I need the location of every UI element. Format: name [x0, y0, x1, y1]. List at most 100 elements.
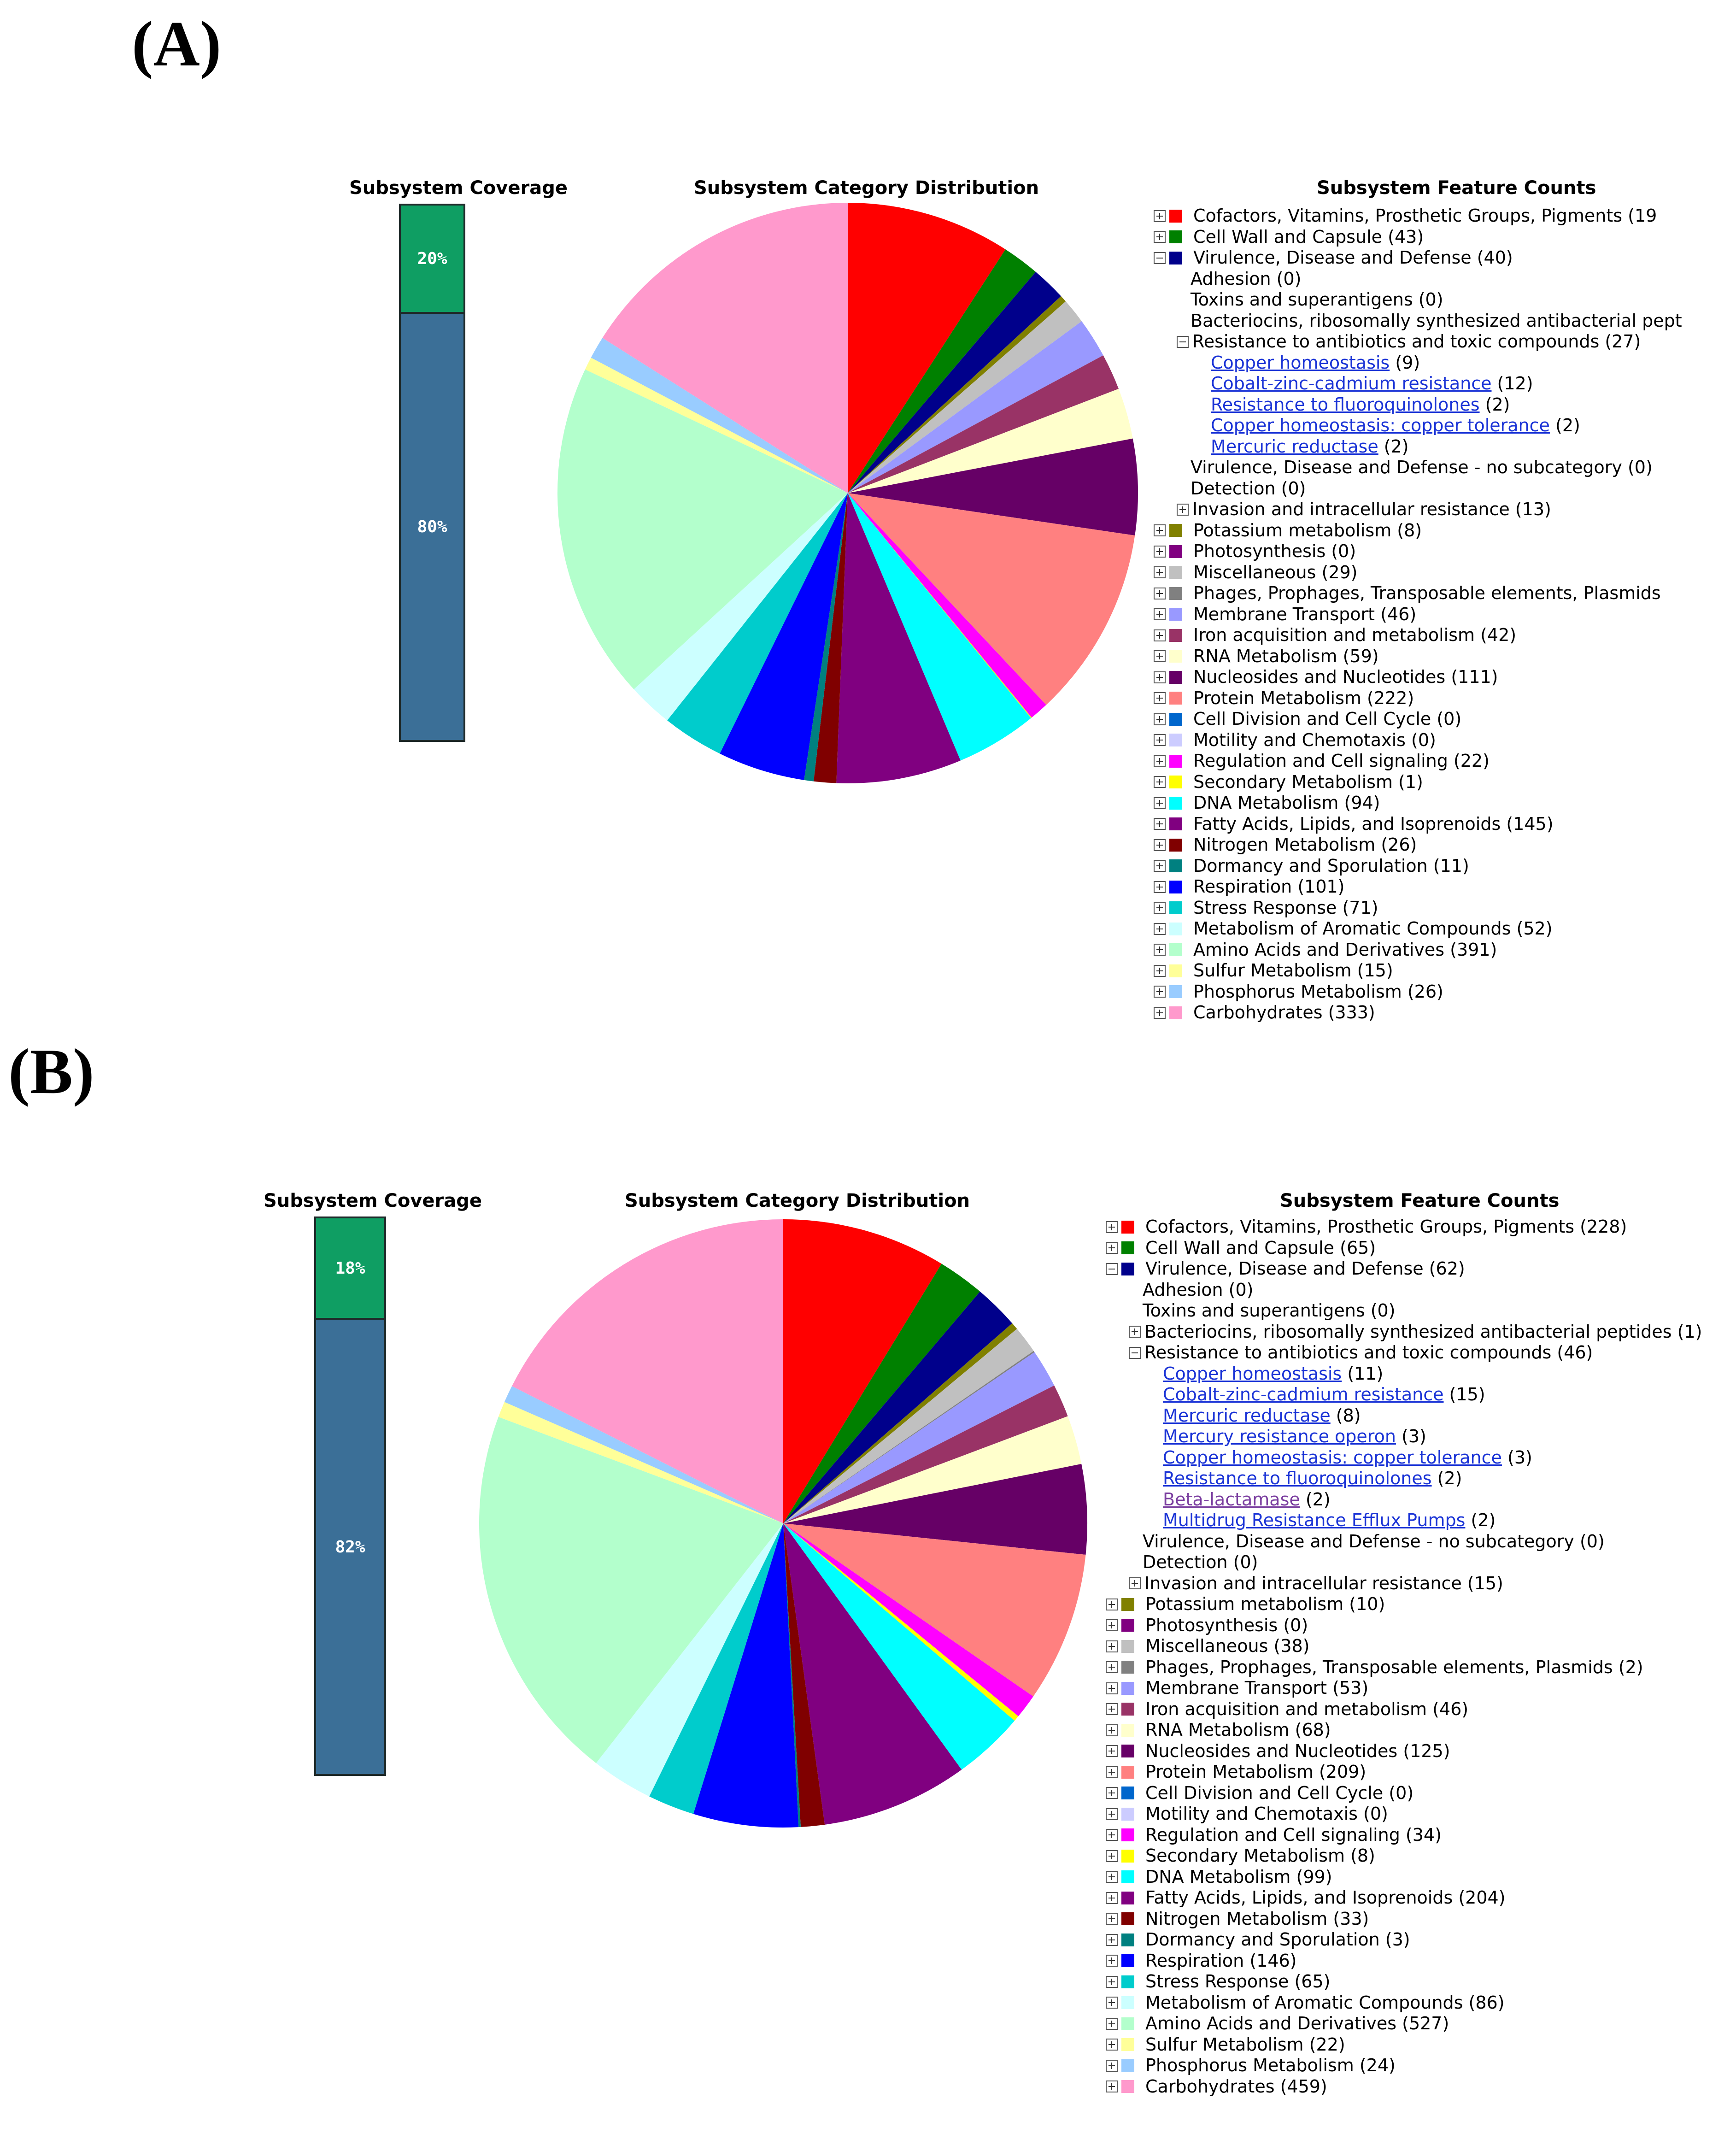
- pie-slice-virulence-disease-and-defense[interactable]: [783, 1291, 1012, 1523]
- expand-icon[interactable]: [1106, 1724, 1118, 1736]
- pie-slice-miscellaneous[interactable]: [783, 1328, 1034, 1523]
- expand-icon[interactable]: [1154, 860, 1166, 872]
- tree-category[interactable]: Nitrogen Metabolism (33): [1106, 1909, 1702, 1930]
- expand-icon[interactable]: [1106, 1745, 1118, 1757]
- expand-icon[interactable]: [1154, 650, 1166, 663]
- tree-category[interactable]: Cofactors, Vitamins, Prosthetic Groups, …: [1154, 206, 1682, 227]
- expand-icon[interactable]: [1154, 734, 1166, 746]
- tree-category[interactable]: Miscellaneous (38): [1106, 1636, 1702, 1657]
- tree-category[interactable]: Cell Division and Cell Cycle (0): [1106, 1783, 1702, 1804]
- tree-category[interactable]: Nitrogen Metabolism (26): [1154, 835, 1682, 856]
- expand-icon[interactable]: [1106, 1892, 1118, 1904]
- collapse-icon[interactable]: [1154, 252, 1166, 264]
- pie-slice-amino-acids-and-derivatives[interactable]: [557, 369, 848, 689]
- tree-category[interactable]: Stress Response (65): [1106, 1971, 1702, 1992]
- tree-category[interactable]: Fatty Acids, Lipids, and Isoprenoids (20…: [1106, 1887, 1702, 1909]
- tree-category[interactable]: Motility and Chemotaxis (0): [1106, 1804, 1702, 1825]
- tree-subcategory[interactable]: Resistance to antibiotics and toxic comp…: [1154, 331, 1682, 353]
- tree-category[interactable]: Photosynthesis (0): [1106, 1615, 1702, 1636]
- pie-slice-nucleosides-and-nucleotides[interactable]: [783, 1463, 1087, 1555]
- tree-category[interactable]: Protein Metabolism (222): [1154, 688, 1682, 709]
- tree-category[interactable]: Motility and Chemotaxis (0): [1154, 730, 1682, 751]
- pie-slice-dormancy-and-sporulation[interactable]: [804, 493, 848, 782]
- expand-icon[interactable]: [1106, 2059, 1118, 2072]
- tree-category[interactable]: Nucleosides and Nucleotides (111): [1154, 667, 1682, 688]
- tree-category[interactable]: Phages, Prophages, Transposable elements…: [1106, 1657, 1702, 1678]
- pie-slice-amino-acids-and-derivatives[interactable]: [479, 1416, 783, 1763]
- subsystem-link[interactable]: Copper homeostasis: [1211, 352, 1390, 373]
- expand-icon[interactable]: [1106, 1242, 1118, 1254]
- tree-category[interactable]: Cofactors, Vitamins, Prosthetic Groups, …: [1106, 1217, 1702, 1238]
- tree-category[interactable]: Metabolism of Aromatic Compounds (52): [1154, 918, 1682, 940]
- expand-icon[interactable]: [1154, 608, 1166, 621]
- pie-slice-sulfur-metabolism[interactable]: [498, 1402, 783, 1523]
- pie-slice-secondary-metabolism[interactable]: [848, 493, 1032, 718]
- expand-icon[interactable]: [1106, 1598, 1118, 1610]
- tree-category[interactable]: Metabolism of Aromatic Compounds (86): [1106, 1992, 1702, 2014]
- pie-slice-iron-acquisition-and-metabolism[interactable]: [783, 1385, 1068, 1523]
- subsystem-link[interactable]: Mercuric reductase: [1163, 1405, 1331, 1426]
- expand-icon[interactable]: [1106, 1787, 1118, 1799]
- expand-icon[interactable]: [1106, 1934, 1118, 1946]
- expand-icon[interactable]: [1154, 587, 1166, 599]
- pie-slice-carbohydrates[interactable]: [602, 203, 848, 493]
- pie-slice-fatty-acids-lipids-and-isoprenoids[interactable]: [783, 1523, 962, 1825]
- expand-icon[interactable]: [1154, 776, 1166, 788]
- expand-icon[interactable]: [1154, 839, 1166, 851]
- subsystem-link[interactable]: Copper homeostasis: [1163, 1363, 1342, 1384]
- pie-slice-nitrogen-metabolism[interactable]: [813, 493, 848, 783]
- pie-slice-miscellaneous[interactable]: [848, 301, 1082, 493]
- pie-slice-stress-response[interactable]: [649, 1523, 783, 1814]
- pie-slice-stress-response[interactable]: [667, 493, 848, 754]
- expand-icon[interactable]: [1106, 1640, 1118, 1652]
- tree-category[interactable]: Stress Response (71): [1154, 898, 1682, 919]
- pie-slice-respiration[interactable]: [720, 493, 848, 780]
- expand-icon[interactable]: [1154, 755, 1166, 767]
- pie-slice-virulence-disease-and-defense[interactable]: [848, 271, 1061, 493]
- subsystem-link[interactable]: Cobalt-zinc-cadmium resistance: [1211, 373, 1492, 394]
- pie-slice-nitrogen-metabolism[interactable]: [783, 1523, 825, 1827]
- tree-category[interactable]: Respiration (101): [1154, 876, 1682, 898]
- collapse-icon[interactable]: [1177, 335, 1189, 348]
- tree-category[interactable]: Regulation and Cell signaling (34): [1106, 1825, 1702, 1846]
- tree-category[interactable]: Amino Acids and Derivatives (391): [1154, 940, 1682, 961]
- pie-slice-carbohydrates[interactable]: [512, 1219, 783, 1523]
- tree-category[interactable]: Photosynthesis (0): [1154, 541, 1682, 562]
- tree-category[interactable]: Carbohydrates (459): [1106, 2076, 1702, 2098]
- pie-slice-potassium-metabolism[interactable]: [848, 296, 1066, 493]
- expand-icon[interactable]: [1106, 1997, 1118, 2009]
- expand-icon[interactable]: [1106, 1955, 1118, 1967]
- subsystem-link[interactable]: Cobalt-zinc-cadmium resistance: [1163, 1384, 1444, 1405]
- tree-category[interactable]: Respiration (146): [1106, 1951, 1702, 1972]
- tree-category[interactable]: Protein Metabolism (209): [1106, 1762, 1702, 1783]
- expand-icon[interactable]: [1106, 2080, 1118, 2093]
- expand-icon[interactable]: [1106, 1871, 1118, 1883]
- pie-slice-cell-wall-and-capsule[interactable]: [848, 249, 1036, 493]
- expand-icon[interactable]: [1106, 1850, 1118, 1862]
- pie-slice-membrane-transport[interactable]: [848, 321, 1103, 493]
- expand-icon[interactable]: [1154, 566, 1166, 579]
- subsystem-link[interactable]: Resistance to fluoroquinolones: [1211, 394, 1480, 415]
- tree-category[interactable]: Miscellaneous (29): [1154, 562, 1682, 583]
- pie-slice-respiration[interactable]: [693, 1523, 799, 1828]
- pie-slice-regulation-and-cell-signaling[interactable]: [783, 1523, 1033, 1716]
- expand-icon[interactable]: [1154, 713, 1166, 725]
- tree-category[interactable]: Nucleosides and Nucleotides (125): [1106, 1741, 1702, 1762]
- pie-slice-metabolism-of-aromatic-compounds[interactable]: [633, 493, 848, 721]
- expand-icon[interactable]: [1106, 1619, 1118, 1632]
- expand-icon[interactable]: [1177, 503, 1189, 516]
- expand-icon[interactable]: [1154, 524, 1166, 537]
- pie-slice-rna-metabolism[interactable]: [783, 1416, 1082, 1523]
- subsystem-link[interactable]: Copper homeostasis: copper tolerance: [1211, 415, 1550, 435]
- pie-slice-dna-metabolism[interactable]: [783, 1523, 1015, 1770]
- expand-icon[interactable]: [1154, 629, 1166, 641]
- pie-slice-iron-acquisition-and-metabolism[interactable]: [848, 355, 1119, 493]
- pie-slice-phosphorus-metabolism[interactable]: [591, 338, 848, 493]
- expand-icon[interactable]: [1154, 964, 1166, 977]
- tree-category[interactable]: Membrane Transport (53): [1106, 1678, 1702, 1699]
- subsystem-link[interactable]: Beta-lactamase: [1163, 1489, 1300, 1510]
- collapse-icon[interactable]: [1129, 1346, 1141, 1359]
- tree-category[interactable]: Amino Acids and Derivatives (527): [1106, 2013, 1702, 2034]
- expand-icon[interactable]: [1106, 2039, 1118, 2051]
- subsystem-link[interactable]: Mercuric reductase: [1211, 436, 1378, 457]
